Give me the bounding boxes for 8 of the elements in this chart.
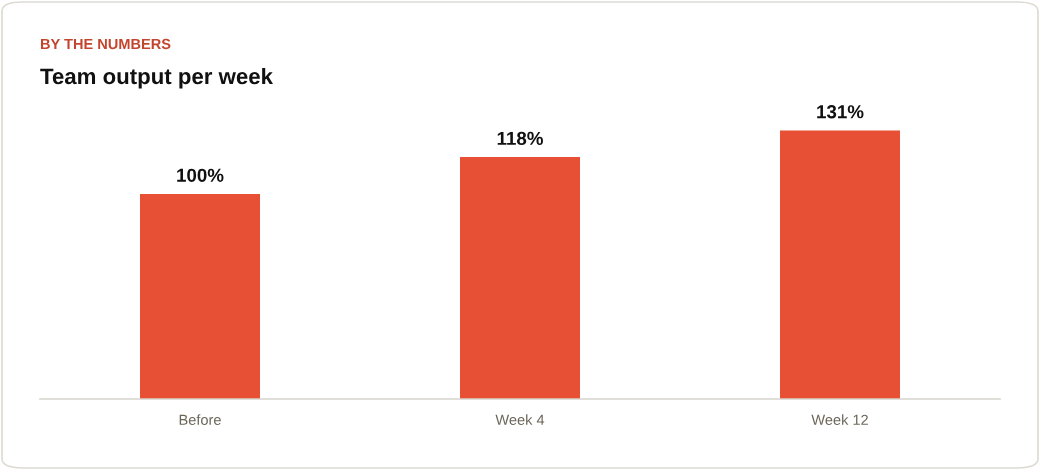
data-label: 118% [497,131,543,146]
chart-title: Team output per week [40,67,273,89]
data-label: 100% [177,168,224,182]
x-tick-label: Week 4 [495,414,545,425]
chart-subtitle: BY THE NUMBERS [40,38,171,50]
x-tick-label: Before [179,414,221,425]
data-label: 131% [817,105,864,119]
x-tick-label: Week 12 [811,414,868,425]
